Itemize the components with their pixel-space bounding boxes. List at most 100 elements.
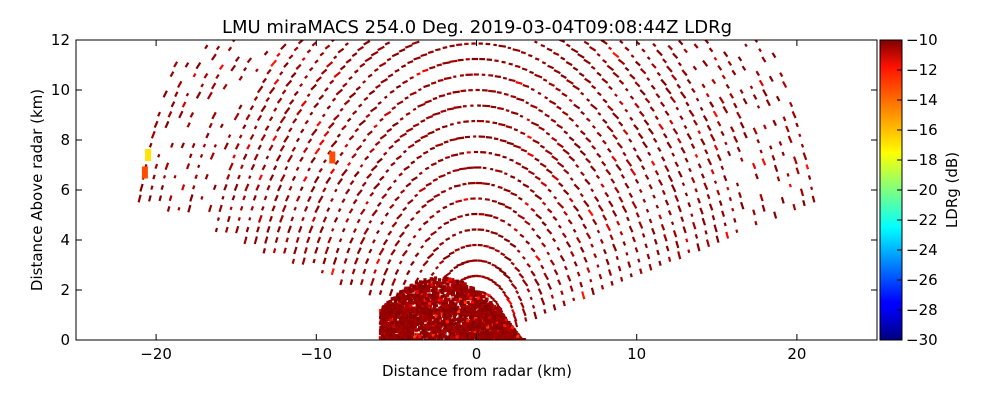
ldr-gate	[224, 226, 229, 233]
ldr-gate	[610, 178, 616, 184]
ldr-gate	[634, 60, 641, 67]
ldr-core-pixel	[507, 327, 511, 331]
ldr-gate	[575, 163, 580, 169]
ldr-gate	[387, 73, 394, 78]
ldr-gate	[227, 46, 233, 52]
ldr-core-pixel	[451, 290, 456, 294]
ldr-gate	[614, 93, 618, 98]
ldr-gate	[657, 179, 664, 186]
ldr-gate	[539, 144, 546, 149]
ldr-gate	[693, 43, 699, 49]
ldr-core-pixel	[454, 318, 459, 322]
ldr-gate	[260, 104, 267, 113]
ldr-core-pixel	[444, 297, 448, 301]
ldr-gate	[177, 80, 183, 89]
ldr-gate	[391, 52, 400, 58]
ldr-gate	[378, 247, 385, 256]
ldr-gate	[394, 239, 401, 247]
ldr-gate	[651, 227, 656, 235]
ldr-core-pixel	[484, 320, 488, 324]
ldr-gate	[388, 288, 394, 297]
ldr-core-pixel	[467, 293, 471, 297]
y-tick-label: 10	[51, 81, 70, 99]
ldr-core-pixel	[459, 284, 463, 288]
ldr-gate	[715, 235, 720, 243]
ldr-gate	[510, 191, 518, 197]
ldr-gate	[618, 100, 624, 106]
ldr-core-pixel	[488, 303, 492, 307]
ldr-gate	[299, 83, 304, 88]
ldr-gate	[279, 174, 286, 182]
ldr-gate	[345, 58, 352, 64]
ldr-core-pixel	[385, 309, 389, 313]
ldr-core-pixel	[508, 324, 512, 329]
ldr-gate	[713, 144, 719, 151]
ldr-gate	[405, 127, 414, 133]
ldr-core-pixel	[410, 317, 414, 321]
ldr-gate	[702, 59, 709, 67]
ldr-gate	[311, 216, 316, 222]
ldr-gate	[157, 153, 161, 158]
ldr-gate	[604, 191, 610, 198]
ldr-gate	[575, 124, 580, 128]
ldr-gate	[379, 175, 385, 182]
ldr-core-pixel	[420, 318, 424, 323]
ldr-gate	[552, 304, 557, 311]
ldr-gate	[411, 40, 420, 46]
ldr-gate	[779, 72, 784, 78]
ldr-core-pixel	[392, 334, 396, 338]
ldr-gate	[690, 213, 694, 217]
ldr-core-pixel	[422, 306, 426, 310]
ldr-gate	[624, 108, 629, 113]
ldr-core-pixel	[381, 313, 385, 317]
ldr-gate	[362, 268, 367, 275]
ldr-gate	[509, 158, 514, 162]
ldr-gate	[413, 56, 421, 61]
ldr-gate	[429, 65, 436, 70]
ldr-core-pixel	[498, 317, 503, 321]
enhanced-ldr-patch	[329, 151, 336, 164]
ldr-gate	[449, 44, 455, 48]
ldr-gate	[521, 67, 528, 72]
ldr-gate	[410, 216, 415, 222]
ldr-core-pixel	[427, 315, 431, 319]
ldr-gate	[369, 147, 375, 154]
ldr-gate	[276, 226, 282, 233]
ldr-gate	[322, 187, 327, 193]
ldr-core-pixel	[427, 293, 431, 297]
ldr-gate	[370, 277, 375, 287]
ldr-core-pixel	[419, 295, 423, 299]
ldr-gate	[590, 287, 595, 296]
ldr-core-pixel	[451, 292, 455, 296]
ldr-core-pixel	[513, 336, 517, 340]
ldr-gate	[510, 175, 516, 179]
ldr-gate	[359, 278, 364, 286]
ldr-gate	[248, 217, 252, 221]
ldr-core-pixel	[448, 304, 452, 308]
ldr-core-pixel	[494, 311, 498, 315]
ldr-core-pixel	[407, 286, 412, 290]
ldr-gate	[449, 269, 454, 273]
ldr-gate	[419, 269, 423, 274]
ldr-gate	[426, 252, 435, 260]
ldr-gate	[761, 204, 766, 212]
ldr-gate	[385, 169, 390, 173]
ldr-gate	[456, 262, 465, 267]
ldr-gate	[208, 122, 213, 129]
ldr-core-pixel	[485, 337, 489, 340]
ldr-gate	[765, 99, 771, 107]
ldr-gate	[589, 45, 597, 52]
ldr-gate	[388, 144, 394, 150]
ldr-core-pixel	[480, 304, 484, 309]
ldr-gate	[460, 89, 467, 93]
ldr-gate	[634, 81, 641, 88]
ldr-gate	[369, 191, 375, 197]
ldr-gate	[493, 215, 499, 220]
ldr-gate	[605, 168, 612, 176]
ldr-gate	[306, 236, 311, 244]
ldr-gate	[569, 285, 574, 292]
ldr-core-pixel	[452, 329, 456, 333]
ldr-gate	[458, 230, 463, 234]
ldr-core-pixel	[441, 335, 446, 339]
